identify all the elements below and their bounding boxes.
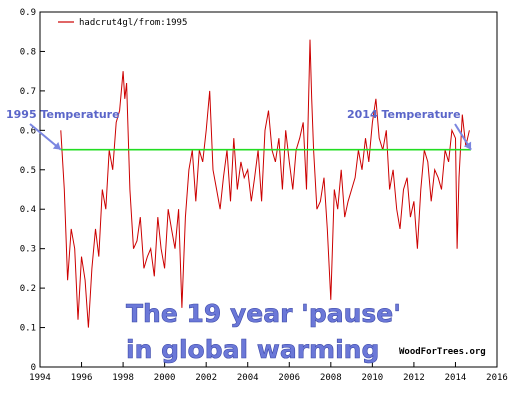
- y-tick-label: 0.4: [20, 205, 36, 215]
- annotation-2014: 2014 Temperature: [347, 108, 461, 121]
- legend: hadcrut4gl/from:1995: [58, 18, 187, 28]
- legend-label: hadcrut4gl/from:1995: [79, 18, 187, 28]
- x-tick-label: 2004: [237, 373, 259, 383]
- x-tick-label: 2010: [362, 373, 384, 383]
- x-tick-label: 2012: [403, 373, 425, 383]
- caption-line-1: The 19 year 'pause': [126, 299, 401, 328]
- x-tick-label: 1998: [112, 373, 134, 383]
- y-tick-label: 0.2: [20, 284, 36, 294]
- x-tick-label: 2002: [195, 373, 217, 383]
- x-tick-label: 2006: [278, 373, 300, 383]
- x-tick-label: 1996: [71, 373, 93, 383]
- annotation-1995: 1995 Temperature: [6, 108, 120, 121]
- annotations: 1995 Temperature 2014 Temperature: [6, 108, 472, 151]
- x-tick-label: 2016: [486, 373, 508, 383]
- x-tick-label: 2014: [445, 373, 467, 383]
- y-tick-label: 0.3: [20, 245, 36, 255]
- y-tick-label: 0: [31, 363, 36, 373]
- y-tick-label: 0.6: [20, 126, 36, 136]
- caption-line-2: in global warming: [126, 335, 379, 364]
- x-tick-label: 2008: [320, 373, 342, 383]
- y-tick-label: 0.8: [20, 47, 36, 57]
- x-tick-label: 1994: [29, 373, 51, 383]
- y-tick-label: 0.9: [20, 8, 36, 18]
- arrow-head-icon: [52, 142, 61, 150]
- y-tick-label: 0.1: [20, 324, 36, 334]
- arrow-head-icon: [463, 141, 472, 150]
- y-tick-label: 0.7: [20, 87, 36, 97]
- temperature-series-line: [60, 39, 470, 328]
- series-lines: [60, 39, 471, 328]
- y-tick-label: 0.5: [20, 166, 36, 176]
- credit-text: WoodForTrees.org: [399, 347, 486, 357]
- axis-ticks: 1994 1996 1998 2000 2002 2004 2006 2008 2010 2012…: [20, 8, 508, 383]
- x-tick-label: 2000: [154, 373, 176, 383]
